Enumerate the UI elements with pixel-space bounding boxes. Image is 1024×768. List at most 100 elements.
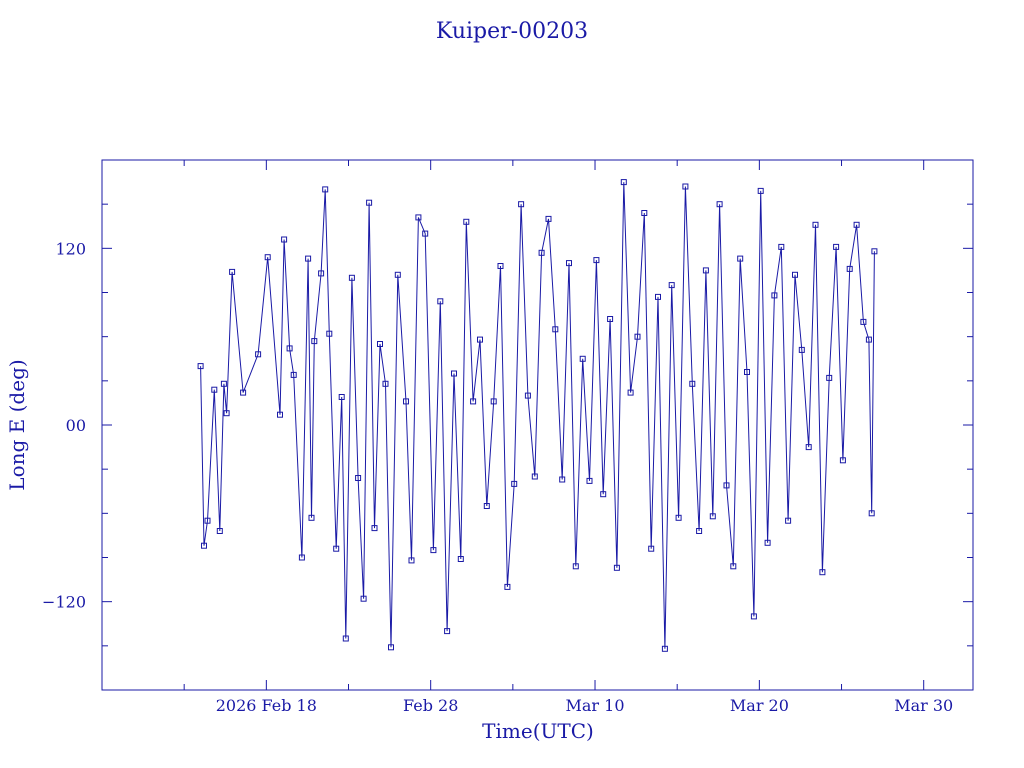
data-point [730, 563, 737, 570]
data-point [437, 298, 444, 305]
data-point [805, 444, 812, 451]
data-point [394, 271, 401, 278]
data-point [355, 475, 362, 481]
data-point [308, 514, 315, 521]
data-point [545, 215, 552, 222]
data-point [451, 370, 457, 377]
data-point [382, 380, 389, 387]
data-point [531, 473, 538, 480]
data-point [785, 517, 792, 524]
data-point [366, 199, 373, 206]
data-point [220, 380, 227, 387]
data-point [290, 371, 297, 378]
data-point [415, 214, 422, 221]
data-point [648, 545, 655, 552]
data-point [798, 346, 805, 353]
data-point [853, 221, 860, 228]
data-point [322, 186, 329, 193]
y-tick-label: 120 [55, 239, 86, 258]
data-point [620, 179, 627, 186]
data-point [504, 583, 511, 590]
data-point [572, 563, 579, 570]
data-point [511, 480, 518, 487]
data-point [586, 477, 593, 484]
data-point [860, 318, 867, 325]
data-point [524, 392, 531, 399]
data-point [497, 263, 504, 269]
data-point [737, 255, 744, 262]
data-point [744, 369, 750, 375]
x-tick-label: Feb 28 [403, 696, 458, 715]
data-point [634, 333, 641, 340]
data-point [348, 274, 355, 281]
data-point [641, 210, 648, 216]
x-tick-label: Mar 30 [894, 696, 953, 715]
axis-ticks [101, 159, 973, 691]
data-point [311, 338, 318, 345]
series-line [200, 182, 875, 649]
data-point [326, 330, 333, 337]
data-point [833, 243, 840, 250]
data-point [388, 644, 394, 651]
data-point [333, 545, 340, 552]
data-point [871, 248, 878, 255]
data-point [470, 398, 477, 405]
data-point [240, 389, 247, 396]
data-point [764, 539, 771, 546]
y-tick-label: 00 [66, 416, 86, 435]
data-point [559, 476, 566, 483]
data-point [490, 398, 497, 405]
data-point [342, 635, 349, 642]
y-axis-label: Long E (deg) [5, 359, 29, 490]
data-point [655, 293, 661, 300]
data-point [229, 268, 236, 275]
data-point [444, 628, 451, 635]
y-tick-label: −120 [42, 593, 86, 612]
data-point [846, 265, 853, 272]
data-point [778, 243, 785, 250]
chart-title: Kuiper-00203 [436, 19, 588, 44]
data-point [702, 267, 709, 274]
data-point [457, 556, 464, 562]
x-tick-label: Mar 20 [730, 696, 789, 715]
data-point [757, 187, 764, 194]
data-point [696, 528, 703, 534]
data-point [819, 569, 826, 576]
data-point [223, 410, 230, 417]
data-point [566, 260, 572, 267]
data-point [723, 482, 730, 489]
data-point [318, 270, 325, 277]
x-tick-label: 2026 Feb 18 [216, 696, 317, 715]
data-point [281, 236, 288, 243]
data-point [668, 282, 675, 289]
data-point [255, 351, 262, 358]
data-point [865, 336, 872, 343]
data-point [338, 394, 345, 400]
data-point [709, 513, 716, 520]
plot-area [101, 159, 974, 691]
data-point [377, 341, 383, 347]
data-point [477, 336, 483, 343]
data-point [552, 326, 559, 333]
data-point [675, 514, 682, 521]
data-point [211, 386, 218, 393]
data-point [593, 257, 600, 264]
data-point [277, 411, 283, 418]
x-tick-labels: 2026 Feb 18 Feb 28 Mar 10 Mar 20 Mar 30 [216, 696, 954, 715]
data-point [868, 510, 875, 517]
data-point [403, 398, 409, 405]
data-point [661, 645, 668, 652]
series-group [197, 179, 878, 652]
data-point [682, 183, 689, 190]
data-point [422, 230, 429, 237]
data-point [197, 363, 204, 370]
data-point [430, 547, 437, 554]
plot-frame [101, 159, 974, 691]
data-point [716, 201, 723, 208]
data-point [463, 218, 470, 225]
data-point [264, 254, 271, 261]
data-point [483, 503, 490, 509]
data-point [408, 557, 415, 564]
data-point [305, 255, 312, 262]
